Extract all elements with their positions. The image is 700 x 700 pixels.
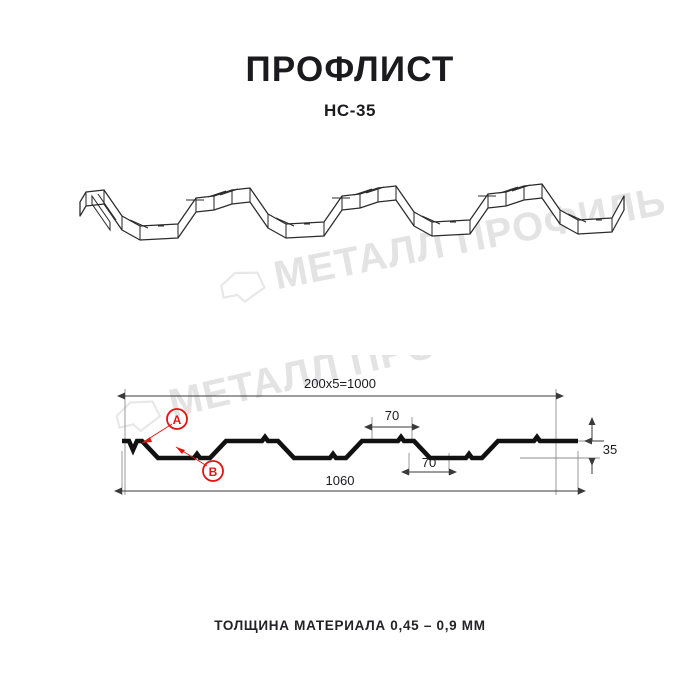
callout-b-label: B bbox=[209, 465, 218, 479]
product-code: НС-35 bbox=[323, 101, 377, 120]
material-thickness-caption: ТОЛЩИНА МАТЕРИАЛА 0,45 – 0,9 ММ bbox=[214, 618, 486, 633]
callout-b: B bbox=[175, 446, 224, 482]
watermark-iso: МЕТАЛЛ ПРОФИЛЬ bbox=[220, 179, 670, 304]
dimension-valley-width-text: 70 bbox=[422, 455, 436, 470]
dimension-valley-width: 70 bbox=[401, 455, 457, 476]
dimension-crest-width: 70 bbox=[364, 408, 420, 431]
dimension-height-text: 35 bbox=[603, 442, 617, 457]
isometric-view: МЕТАЛЛ ПРОФИЛЬ bbox=[0, 170, 700, 320]
callout-a: A bbox=[141, 408, 188, 444]
page-title: ПРОФЛИСТ bbox=[245, 50, 455, 89]
iso-sheet bbox=[79, 183, 625, 241]
header: ПРОФЛИСТ НС-35 bbox=[0, 52, 700, 119]
dimension-height: 35 bbox=[584, 417, 617, 474]
dimension-total-width-text: 1060 bbox=[326, 473, 355, 488]
dimension-top-span-text: 200x5=1000 bbox=[304, 376, 376, 391]
callout-a-label: A bbox=[173, 413, 182, 427]
watermark-text: МЕТАЛЛ ПРОФИЛЬ bbox=[270, 179, 669, 298]
cross-section-view: МЕТАЛЛ ПРОФИЛЬ bbox=[0, 355, 700, 525]
dimension-top-span: 200x5=1000 bbox=[117, 376, 564, 400]
dimension-total-width: 1060 bbox=[114, 473, 586, 495]
dimension-crest-width-text: 70 bbox=[385, 408, 399, 423]
profile-section bbox=[122, 433, 578, 461]
